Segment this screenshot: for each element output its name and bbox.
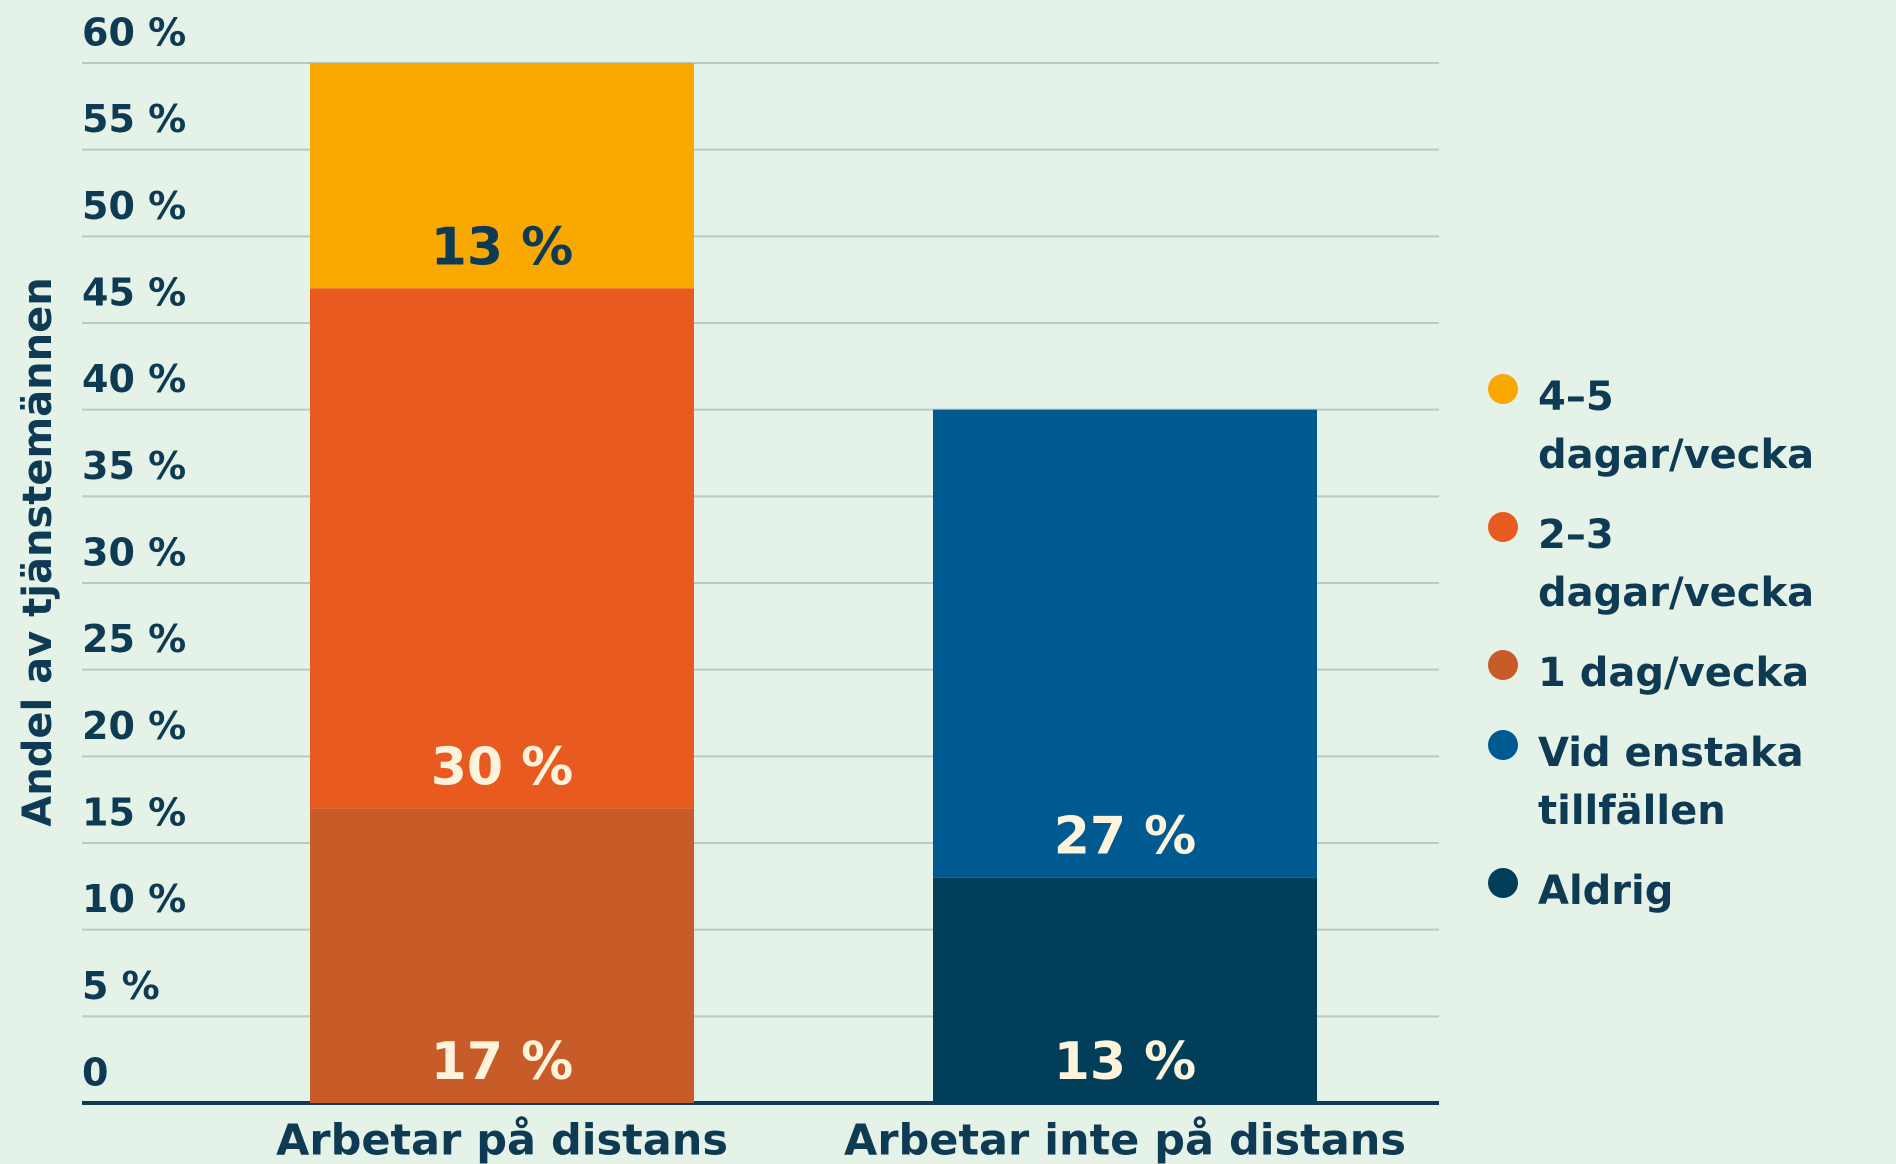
legend-entry: 1 dag/vecka — [1488, 644, 1888, 702]
y-tick-label: 40 % — [82, 357, 186, 401]
data-label: 30 % — [431, 737, 574, 797]
legend-swatch — [1488, 730, 1518, 760]
data-label: 17 % — [431, 1032, 574, 1092]
legend-label: Aldrig — [1538, 868, 1674, 914]
y-tick-label: 20 % — [82, 704, 186, 748]
x-tick-label: Arbetar på distans — [276, 1116, 728, 1164]
x-tick-label: Arbetar inte på distans — [844, 1116, 1406, 1164]
legend-entry: 4–5 dagar/vecka — [1488, 368, 1888, 484]
y-tick-label: 10 % — [82, 877, 186, 921]
y-tick-label: 60 % — [82, 11, 186, 55]
data-label: 13 % — [431, 217, 574, 277]
bar-segment — [310, 288, 694, 809]
legend-label: 1 dag/vecka — [1538, 650, 1810, 696]
data-label: 27 % — [1054, 807, 1197, 867]
legend-swatch — [1488, 868, 1518, 898]
legend-swatch — [1488, 512, 1518, 542]
y-tick-label: 35 % — [82, 444, 186, 488]
legend-label: 2–3 dagar/vecka — [1538, 512, 1815, 616]
y-tick-label: 25 % — [82, 617, 186, 661]
y-tick-label: 15 % — [82, 791, 186, 835]
bar-segment — [933, 877, 1317, 1103]
bar-segment — [310, 808, 694, 1103]
y-tick-label: 45 % — [82, 271, 186, 315]
bar-segment — [933, 409, 1317, 878]
y-tick-label: 0 — [82, 1051, 108, 1095]
legend-entry: Aldrig — [1488, 862, 1888, 920]
y-tick-label: 55 % — [82, 97, 186, 141]
y-axis-label: Andel av tjänstemännen — [15, 277, 61, 826]
legend-swatch — [1488, 374, 1518, 404]
bar-segment — [310, 63, 694, 289]
legend-entry: 2–3 dagar/vecka — [1488, 506, 1888, 622]
y-tick-label: 50 % — [82, 184, 186, 228]
data-label: 13 % — [1054, 1032, 1197, 1092]
y-tick-label: 30 % — [82, 531, 186, 575]
legend: 4–5 dagar/vecka 2–3 dagar/vecka 1 dag/veck… — [1488, 368, 1888, 942]
legend-entry: Vid enstaka tillfällen — [1488, 724, 1888, 840]
legend-label: 4–5 dagar/vecka — [1538, 374, 1815, 478]
legend-swatch — [1488, 650, 1518, 680]
legend-label: Vid enstaka tillfällen — [1538, 730, 1804, 834]
y-tick-label: 5 % — [82, 964, 160, 1008]
